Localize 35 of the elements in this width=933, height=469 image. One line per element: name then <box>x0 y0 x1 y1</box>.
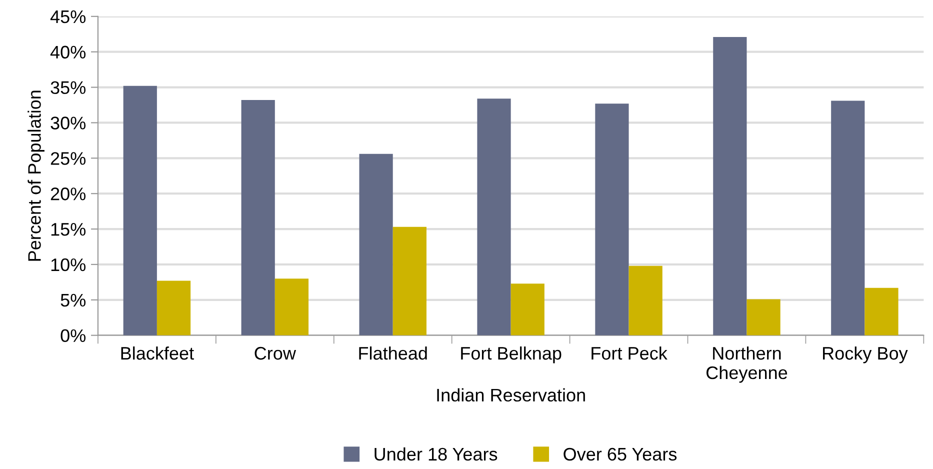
x-tick-label: Flathead <box>359 346 427 360</box>
x-tick-label: Rocky Boy <box>823 346 908 364</box>
bar <box>274 278 309 336</box>
bar <box>510 284 544 336</box>
x-tick-label: Northern Cheyenne <box>706 346 788 383</box>
bar <box>628 266 662 336</box>
y-tick-label: 35% <box>50 81 86 94</box>
y-tick-label: 30% <box>50 116 86 130</box>
y-axis-title: Percent of Population <box>28 90 44 261</box>
y-tick-label: 5% <box>60 294 86 307</box>
x-tick-label: Fort Peck <box>592 346 668 360</box>
bar <box>864 288 898 336</box>
bar <box>392 226 426 336</box>
y-tick-label: 10% <box>51 258 86 272</box>
bar <box>359 154 393 336</box>
x-tick-label: Fort Belknap <box>461 346 562 364</box>
y-tick-label: 15% <box>51 223 86 236</box>
legend-label: Under 18 Years <box>374 447 498 461</box>
bar <box>595 104 629 336</box>
bar <box>477 98 511 336</box>
x-axis-title: Indian Reservation <box>437 388 585 402</box>
x-tick-label: Crow <box>254 346 296 360</box>
y-tick-label: 0% <box>60 329 86 342</box>
bar <box>156 280 191 336</box>
bar <box>831 100 865 336</box>
bar <box>713 36 747 336</box>
y-tick-label: 20% <box>50 188 86 200</box>
x-tick-label: Blackfeet <box>121 346 194 360</box>
y-tick-label: 40% <box>50 46 86 59</box>
bar <box>746 299 780 336</box>
bar <box>123 86 157 336</box>
y-tick-label: 45% <box>50 10 86 24</box>
bar <box>241 100 275 336</box>
y-tick-label: 25% <box>50 152 86 165</box>
legend-label: Over 65 Years <box>564 448 677 461</box>
